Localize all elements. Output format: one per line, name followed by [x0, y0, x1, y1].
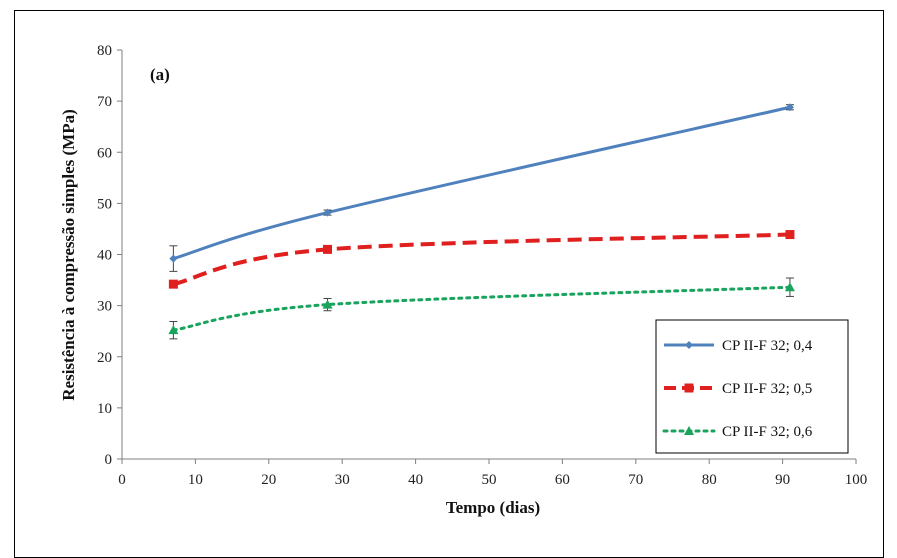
series-3	[168, 277, 795, 340]
legend: CP II-F 32; 0,4 CP II-F 32; 0,5 CP II-F 32…	[655, 319, 849, 454]
panel-label: (a)	[150, 65, 170, 84]
data-point	[785, 103, 794, 112]
y-tick-label: 20	[97, 350, 112, 366]
x-tick-label: 60	[555, 472, 570, 488]
y-tick-label: 30	[97, 299, 112, 315]
series-line	[172, 105, 791, 261]
legend-label: CP II-F 32; 0,4	[722, 338, 813, 354]
y-tick-label: 0	[105, 452, 113, 468]
x-tick-label: 100	[845, 472, 868, 488]
x-tick-label: 50	[482, 472, 497, 488]
x-tick-label: 80	[702, 472, 717, 488]
data-point	[168, 279, 178, 289]
y-tick-label: 50	[97, 196, 112, 212]
y-tick-label: 40	[97, 248, 112, 264]
x-tick-label: 90	[775, 472, 790, 488]
series-layer	[168, 103, 795, 340]
axes: 0 10 20 30 40 50 60 70 80 0 10 20 30 40 50 60 70 80 90 100	[97, 43, 867, 488]
x-tick-label: 70	[628, 472, 643, 488]
legend-marker	[684, 383, 694, 393]
series-2	[168, 230, 795, 289]
x-tick-label: 30	[335, 472, 350, 488]
data-point	[322, 299, 333, 309]
data-point	[785, 230, 795, 240]
data-point	[169, 254, 178, 263]
series-line	[172, 232, 791, 287]
y-tick-label: 70	[97, 94, 112, 110]
x-tick-label: 40	[408, 472, 423, 488]
legend-label: CP II-F 32; 0,6	[722, 424, 813, 440]
x-tick-label: 0	[118, 472, 126, 488]
y-axis-title: Resistência à compressão simples (MPa)	[59, 109, 78, 400]
series-1	[169, 103, 794, 272]
y-tick-label: 80	[97, 43, 112, 59]
legend-marker	[684, 426, 694, 435]
legend-label: CP II-F 32; 0,5	[722, 381, 812, 397]
data-point	[323, 208, 332, 217]
data-point	[784, 282, 795, 292]
series-line	[171, 285, 792, 332]
data-point	[168, 325, 179, 335]
x-tick-label: 20	[261, 472, 276, 488]
data-point	[323, 244, 333, 254]
x-tick-label: 10	[188, 472, 203, 488]
legend-marker	[685, 341, 693, 349]
y-tick-label: 10	[97, 401, 112, 417]
x-axis-title: Tempo (dias)	[446, 498, 540, 517]
y-tick-label: 60	[97, 145, 112, 161]
